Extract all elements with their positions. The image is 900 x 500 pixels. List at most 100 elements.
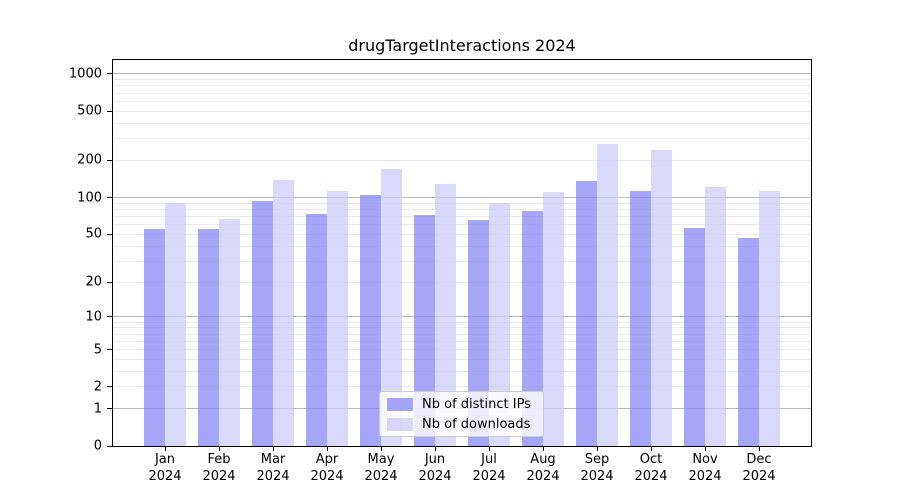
x-tick-month: Jan bbox=[154, 452, 176, 467]
gridline-y-700 bbox=[113, 92, 811, 94]
x-axis-tick-may bbox=[381, 447, 382, 451]
x-axis-tick-label-oct: Oct 2024 bbox=[619, 452, 683, 485]
x-tick-month: Jul bbox=[481, 452, 497, 467]
x-tick-year: 2024 bbox=[202, 468, 236, 484]
x-tick-year: 2024 bbox=[580, 468, 614, 484]
gridline-y-20 bbox=[113, 281, 811, 283]
x-axis-tick-label-may: May 2024 bbox=[349, 452, 413, 485]
x-axis-tick-label-feb: Feb 2024 bbox=[187, 452, 251, 485]
x-axis-tick-apr bbox=[327, 447, 328, 451]
bar-downloads-mar bbox=[273, 180, 294, 446]
y-axis-tick-200 bbox=[107, 159, 112, 161]
x-axis-tick-label-jun: Jun 2024 bbox=[403, 452, 467, 485]
x-tick-year: 2024 bbox=[688, 468, 722, 484]
legend-swatch-downloads bbox=[387, 417, 413, 431]
y-axis-tick-label-200: 200 bbox=[77, 152, 102, 168]
y-axis-tick-label-2: 2 bbox=[93, 379, 102, 395]
x-axis-tick-label-jul: Jul 2024 bbox=[457, 452, 521, 485]
gridline-y-70 bbox=[113, 215, 811, 217]
x-axis-tick-sep bbox=[597, 447, 598, 451]
y-axis-tick-0 bbox=[107, 445, 112, 447]
x-tick-year: 2024 bbox=[364, 468, 398, 484]
gridline-y-9 bbox=[113, 321, 811, 323]
gridline-y-8 bbox=[113, 327, 811, 329]
x-axis-tick-feb bbox=[219, 447, 220, 451]
bar-distinct-ips-mar bbox=[252, 201, 273, 446]
bar-downloads-aug bbox=[543, 192, 564, 446]
legend-item-distinct-ips: Nb of distinct IPs bbox=[387, 397, 543, 412]
gridline-y-60 bbox=[113, 224, 811, 226]
x-axis-tick-label-mar: Mar 2024 bbox=[241, 452, 305, 485]
x-tick-month: Apr bbox=[315, 452, 339, 467]
gridline-y-900 bbox=[113, 79, 811, 81]
gridline-y-600 bbox=[113, 100, 811, 102]
gridline-y-500 bbox=[113, 110, 811, 112]
gridline-y-300 bbox=[113, 138, 811, 140]
x-axis-tick-dec bbox=[759, 447, 760, 451]
bar-distinct-ips-sep bbox=[576, 181, 597, 446]
gridline-y-100 bbox=[113, 197, 811, 198]
y-axis-tick-label-10: 10 bbox=[85, 309, 102, 325]
x-tick-year: 2024 bbox=[418, 468, 452, 484]
x-axis-tick-aug bbox=[543, 447, 544, 451]
bar-downloads-dec bbox=[759, 191, 780, 446]
y-axis-tick-100 bbox=[107, 197, 112, 198]
gridline-y-7 bbox=[113, 333, 811, 335]
x-tick-month: Dec bbox=[746, 452, 772, 467]
y-axis-tick-label-0: 0 bbox=[93, 438, 102, 454]
bar-downloads-jun bbox=[435, 183, 456, 446]
plot-area bbox=[112, 59, 812, 447]
x-tick-year: 2024 bbox=[472, 468, 506, 484]
bar-distinct-ips-jun bbox=[414, 214, 435, 446]
x-tick-month: May bbox=[367, 452, 395, 467]
gridline-y-6 bbox=[113, 340, 811, 342]
x-axis-tick-label-apr: Apr 2024 bbox=[295, 452, 359, 485]
bar-distinct-ips-feb bbox=[198, 229, 219, 446]
bar-downloads-jan bbox=[165, 202, 186, 446]
x-axis-tick-label-sep: Sep 2024 bbox=[565, 452, 629, 485]
bar-distinct-ips-aug bbox=[522, 211, 543, 446]
gridline-y-40 bbox=[113, 245, 811, 247]
y-axis-tick-label-500: 500 bbox=[77, 103, 102, 119]
bar-downloads-apr bbox=[327, 191, 348, 446]
x-tick-month: Aug bbox=[530, 452, 556, 467]
gridline-y-2 bbox=[113, 386, 811, 388]
x-axis-tick-label-dec: Dec 2024 bbox=[727, 452, 791, 485]
bar-distinct-ips-may bbox=[360, 194, 381, 446]
bar-downloads-may bbox=[381, 169, 402, 446]
y-axis-tick-10 bbox=[107, 316, 112, 318]
legend-item-downloads: Nb of downloads bbox=[387, 417, 543, 432]
gridline-y-30 bbox=[113, 260, 811, 262]
x-axis-tick-label-aug: Aug 2024 bbox=[511, 452, 575, 485]
y-axis-tick-20 bbox=[107, 281, 112, 283]
y-axis-tick-label-20: 20 bbox=[85, 274, 102, 290]
y-axis-tick-label-50: 50 bbox=[85, 226, 102, 242]
gridline-y-80 bbox=[113, 208, 811, 210]
legend-label-distinct-ips: Nb of distinct IPs bbox=[422, 396, 531, 412]
bar-downloads-oct bbox=[651, 149, 672, 446]
y-axis-tick-1000 bbox=[107, 73, 112, 75]
gridline-y-10 bbox=[113, 316, 811, 318]
y-axis-tick-label-1000: 1000 bbox=[68, 66, 102, 82]
bar-downloads-feb bbox=[219, 218, 240, 446]
gridline-y-4 bbox=[113, 358, 811, 360]
x-tick-month: Mar bbox=[260, 452, 286, 467]
x-axis-tick-mar bbox=[273, 447, 274, 451]
x-tick-year: 2024 bbox=[742, 468, 776, 484]
y-axis-tick-1 bbox=[107, 408, 112, 410]
x-tick-month: Sep bbox=[584, 452, 610, 467]
gridline-y-50 bbox=[113, 233, 811, 235]
bar-distinct-ips-nov bbox=[684, 228, 705, 446]
x-tick-year: 2024 bbox=[256, 468, 290, 484]
x-axis-tick-nov bbox=[705, 447, 706, 451]
legend-label-downloads: Nb of downloads bbox=[422, 416, 531, 432]
x-tick-month: Nov bbox=[692, 452, 718, 467]
gridline-y-800 bbox=[113, 85, 811, 87]
x-tick-year: 2024 bbox=[148, 468, 182, 484]
y-axis-tick-label-5: 5 bbox=[93, 342, 102, 357]
legend: Nb of distinct IPs Nb of downloads bbox=[379, 391, 544, 437]
bar-distinct-ips-jul bbox=[468, 220, 489, 446]
x-tick-year: 2024 bbox=[634, 468, 668, 484]
chart-title: drugTargetInteractions 2024 bbox=[348, 36, 576, 55]
